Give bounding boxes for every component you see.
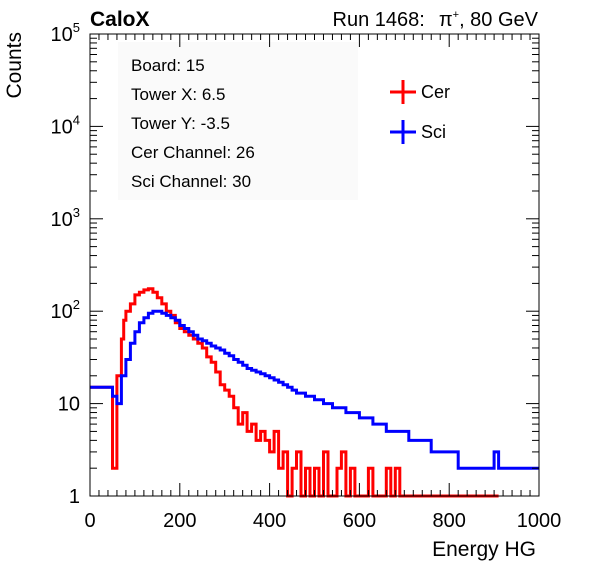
x-axis-label: Energy HG — [432, 538, 536, 561]
series-sci-line — [90, 309, 539, 470]
y-tick-label: 104 — [51, 112, 80, 138]
title-energy: , 80 GeV — [459, 9, 539, 31]
y-axis-label: Counts — [3, 32, 26, 99]
legend-label: Cer — [421, 82, 450, 102]
y-tick-label: 10 — [58, 394, 80, 416]
y-tick-labels: 1 10 102 103 104 105 — [51, 20, 80, 508]
legend-label: Sci — [421, 122, 446, 142]
x-tick-label: 800 — [433, 510, 466, 532]
y-tick-label: 105 — [51, 20, 80, 46]
title-particle: π — [439, 9, 453, 31]
x-tick-label: 0 — [84, 510, 95, 532]
info-line: Tower X: 6.5 — [131, 85, 226, 104]
title-right: Run 1468: π+, 80 GeV — [333, 9, 539, 31]
x-tick-label: 600 — [343, 510, 376, 532]
y-tick-label: 102 — [51, 297, 80, 323]
ticks — [89, 34, 540, 497]
series-sci — [90, 309, 539, 470]
legend-entry-sci: Sci — [390, 120, 446, 144]
title-left: CaloX — [90, 8, 150, 31]
x-tick-label: 1000 — [517, 510, 562, 532]
info-line: Sci Channel: 30 — [131, 172, 251, 191]
x-tick-label: 400 — [253, 510, 286, 532]
x-tick-labels: 0 200 400 600 800 1000 — [84, 510, 561, 532]
legend-entry-cer: Cer — [390, 80, 450, 104]
info-line: Board: 15 — [131, 56, 205, 75]
info-line: Cer Channel: 26 — [131, 143, 255, 162]
title-run: Run 1468: — [333, 9, 425, 31]
y-tick-label: 103 — [51, 205, 80, 231]
legend: Cer Sci — [390, 80, 450, 144]
info-box — [118, 42, 358, 200]
title-charge: + — [453, 9, 459, 21]
info-lines: Board: 15 Tower X: 6.5 Tower Y: -3.5 Cer Ch… — [131, 56, 255, 191]
x-tick-label: 200 — [163, 510, 196, 532]
y-tick-label: 1 — [69, 486, 80, 508]
info-line: Tower Y: -3.5 — [131, 114, 230, 133]
